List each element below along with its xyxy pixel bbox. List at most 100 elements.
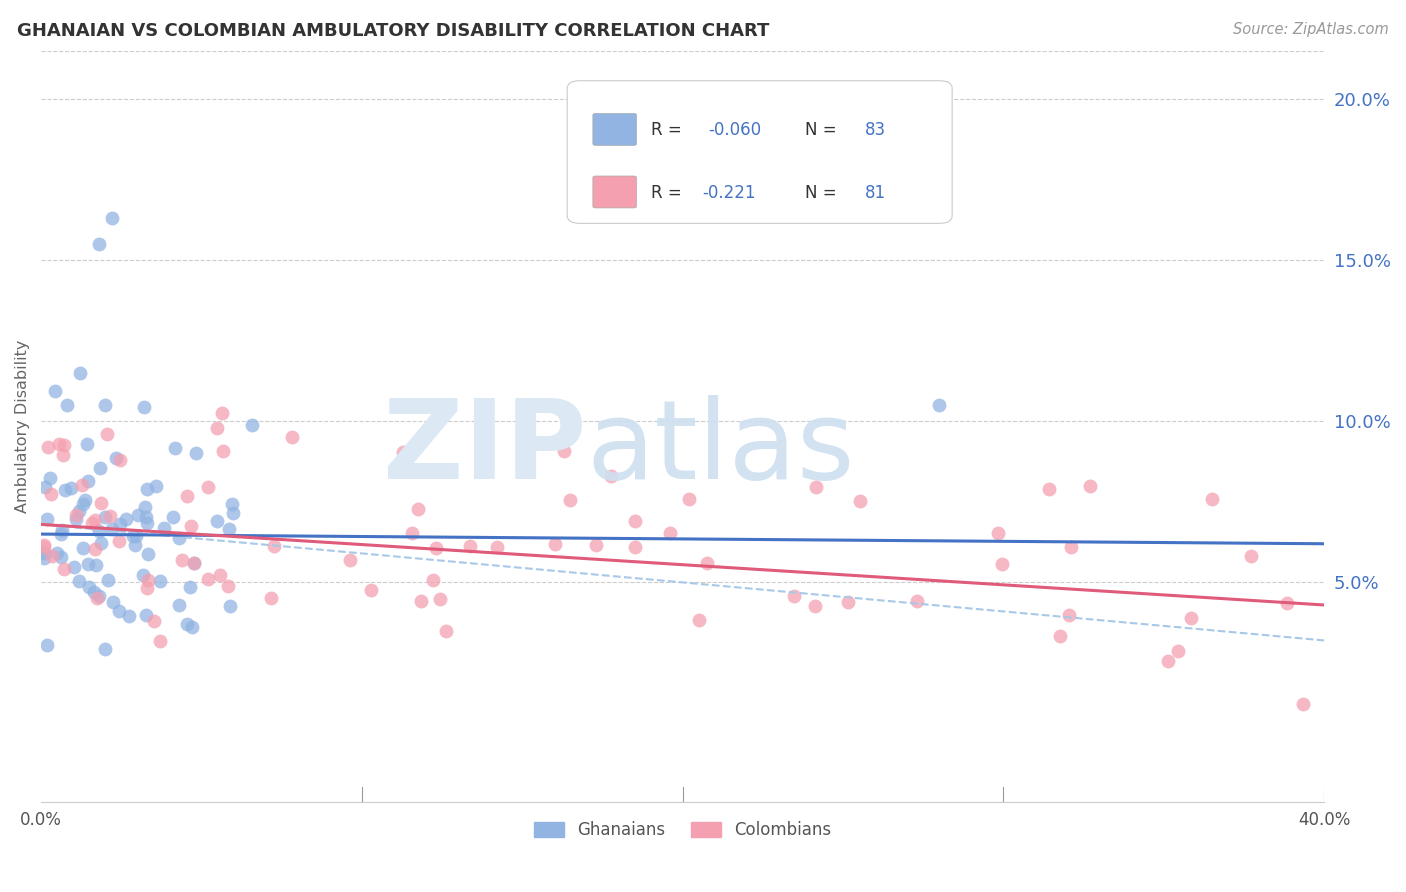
Point [263, 539, 285, 553]
Point [544, 537, 567, 551]
Point [804, 599, 827, 614]
Point [127, 508, 149, 522]
Point [406, 502, 429, 516]
Point [55, 398, 77, 412]
Point [52, 438, 75, 452]
Point [34, 480, 56, 494]
Point [1240, 549, 1263, 563]
Point [107, 604, 129, 618]
Point [72, 541, 94, 555]
Point [149, 633, 172, 648]
Point [1060, 540, 1083, 554]
Point [49, 549, 72, 564]
Point [101, 595, 124, 609]
Point [169, 532, 191, 546]
Point [339, 553, 361, 567]
Point [53, 561, 76, 575]
Point [86, 591, 108, 606]
Point [115, 512, 138, 526]
Point [90, 495, 112, 509]
Point [98, 509, 121, 524]
Point [41, 549, 63, 563]
Point [83, 513, 105, 527]
Point [35, 512, 58, 526]
Text: R =: R = [651, 184, 686, 202]
Point [458, 539, 481, 553]
Point [411, 594, 433, 608]
Point [34, 538, 56, 552]
Point [218, 599, 240, 613]
Point [35, 639, 58, 653]
Text: 81: 81 [865, 184, 886, 202]
Point [44, 384, 66, 399]
Point [67, 574, 90, 588]
Point [53, 483, 76, 498]
Point [205, 421, 228, 435]
Y-axis label: Ambulatory Disability: Ambulatory Disability [15, 340, 30, 513]
Point [94, 642, 117, 657]
Point [1157, 654, 1180, 668]
Point [176, 617, 198, 632]
Point [197, 572, 219, 586]
Text: GHANAIAN VS COLOMBIAN AMBULATORY DISABILITY CORRELATION CHART: GHANAIAN VS COLOMBIAN AMBULATORY DISABIL… [17, 22, 769, 40]
Point [97, 573, 120, 587]
Point [422, 574, 444, 588]
Point [240, 417, 263, 432]
Point [89, 460, 111, 475]
Point [392, 444, 415, 458]
Point [221, 497, 243, 511]
Text: -0.221: -0.221 [702, 184, 755, 202]
Point [110, 516, 132, 531]
Point [217, 579, 239, 593]
Point [122, 529, 145, 543]
Point [62, 560, 84, 574]
Point [38, 471, 60, 485]
Point [181, 620, 204, 634]
Point [105, 451, 128, 466]
Point [1038, 482, 1060, 496]
Point [599, 469, 621, 483]
Point [77, 557, 100, 571]
Point [222, 507, 245, 521]
Point [135, 509, 157, 524]
Text: N =: N = [804, 184, 841, 202]
Point [183, 557, 205, 571]
FancyBboxPatch shape [593, 113, 637, 145]
Point [136, 547, 159, 561]
Point [1078, 479, 1101, 493]
Point [145, 479, 167, 493]
Point [1059, 607, 1081, 622]
Point [434, 624, 457, 639]
Point [82, 516, 104, 530]
Point [34, 540, 56, 554]
Point [1201, 492, 1223, 507]
Point [94, 509, 117, 524]
Point [1180, 611, 1202, 625]
Point [429, 591, 451, 606]
Point [75, 493, 97, 508]
Point [94, 398, 117, 412]
Point [89, 589, 111, 603]
FancyBboxPatch shape [567, 80, 952, 223]
Point [184, 446, 207, 460]
Text: ZIP: ZIP [382, 395, 586, 502]
Point [558, 493, 581, 508]
Point [83, 584, 105, 599]
Point [67, 503, 90, 517]
Point [696, 557, 718, 571]
Point [110, 453, 132, 467]
Point [134, 500, 156, 514]
Point [34, 546, 56, 560]
Point [87, 237, 110, 252]
Legend: Ghanaians, Colombians: Ghanaians, Colombians [527, 814, 838, 846]
Point [211, 406, 233, 420]
Text: 83: 83 [865, 121, 886, 139]
Point [167, 599, 190, 613]
Point [425, 541, 447, 555]
Point [928, 398, 950, 412]
Point [77, 474, 100, 488]
Point [125, 528, 148, 542]
Point [83, 542, 105, 557]
Point [124, 538, 146, 552]
Point [77, 580, 100, 594]
